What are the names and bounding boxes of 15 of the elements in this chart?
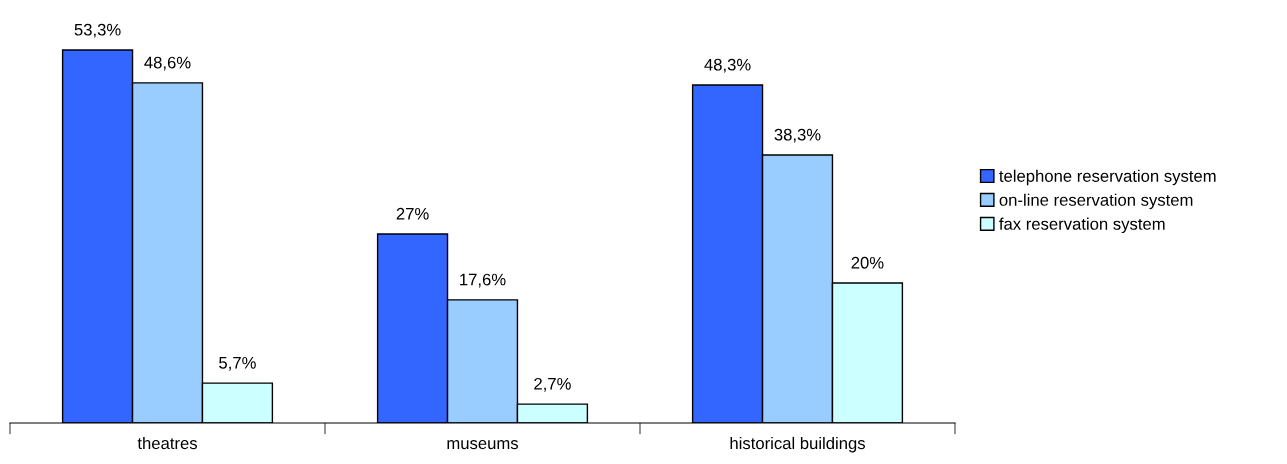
- data-label: 48,6%: [144, 56, 191, 71]
- legend-label: fax reservation system: [999, 217, 1165, 234]
- data-label: 17,6%: [460, 273, 506, 288]
- data-label: 38,3%: [774, 128, 821, 143]
- data-label: 5,7%: [219, 356, 256, 371]
- data-label: 48,3%: [704, 58, 751, 73]
- data-label: 2,7%: [534, 377, 571, 392]
- x-tick-label: historical buildings: [730, 436, 865, 453]
- data-label: 27%: [396, 207, 429, 220]
- legend-label: on-line reservation system: [999, 193, 1193, 210]
- legend-label: telephone reservation system: [999, 169, 1216, 186]
- x-tick-label: museums: [447, 440, 519, 450]
- data-label: 53,3%: [74, 23, 121, 38]
- x-tick-label: theatres: [137, 436, 198, 450]
- data-label: 20%: [851, 256, 884, 269]
